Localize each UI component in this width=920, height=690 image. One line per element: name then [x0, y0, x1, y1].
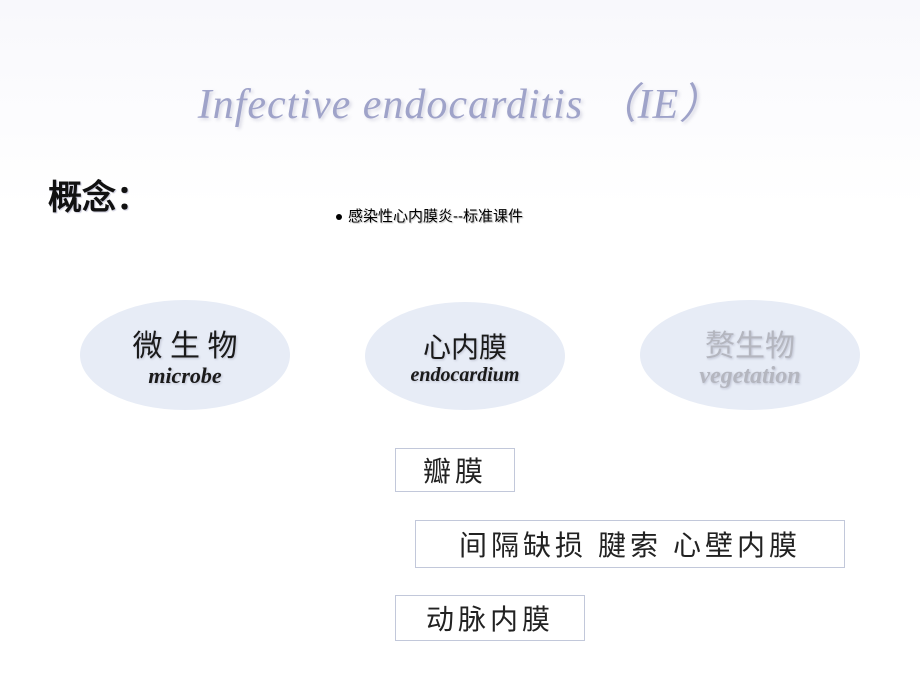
oval-microbe: 微 生 物 microbe: [80, 300, 290, 410]
oval-microbe-cn: 微 生 物: [133, 321, 238, 365]
slide-title: Infective endocarditis （IE）: [0, 70, 920, 131]
oval-endocardium-cn: 心内膜: [423, 326, 507, 366]
box-septal: 间隔缺损 腱索 心壁内膜: [415, 520, 845, 568]
oval-microbe-en: microbe: [148, 363, 221, 389]
oval-vegetation-en: vegetation: [699, 363, 800, 390]
box-valve: 瓣膜: [395, 448, 515, 492]
box-artery: 动脉内膜: [395, 595, 585, 641]
oval-vegetation-cn: 赘生物: [705, 321, 795, 365]
bullet-icon: [336, 214, 342, 220]
oval-endocardium: 心内膜 endocardium: [365, 302, 565, 410]
slide-subtitle: 感染性心内膜炎--标准课件: [348, 205, 523, 226]
oval-endocardium-en: endocardium: [411, 364, 520, 387]
concept-heading: 概念：: [48, 170, 150, 219]
oval-vegetation: 赘生物 vegetation: [640, 300, 860, 410]
